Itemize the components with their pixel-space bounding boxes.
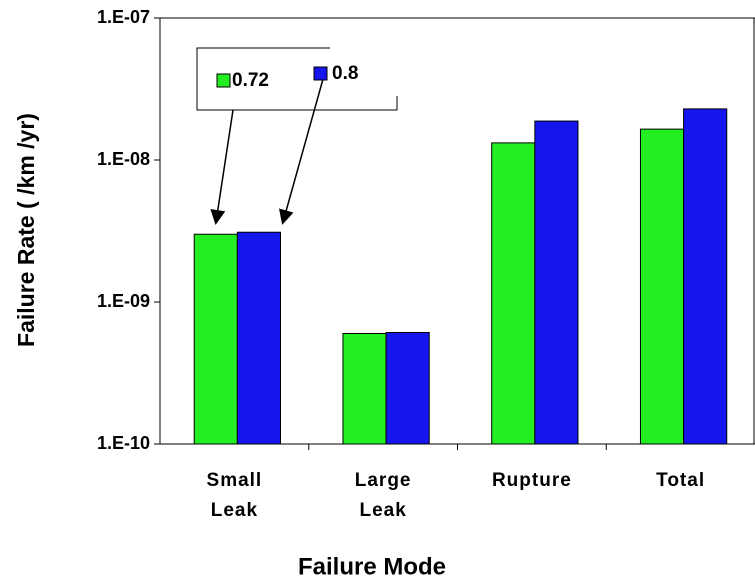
bar: [639, 128, 685, 445]
bar: [683, 108, 728, 445]
x-tick-label: Large Leak: [354, 470, 412, 521]
bar: [491, 142, 536, 445]
bar: [236, 231, 281, 445]
x-tick-label: Rupture: [491, 470, 572, 491]
legend-label: 0.8: [332, 63, 358, 84]
x-tick-label: Small Leak: [206, 470, 263, 521]
bar: [193, 233, 238, 445]
x-axis-label: Failure Mode: [298, 553, 446, 580]
arrow: [279, 71, 326, 225]
legend-swatch: [216, 73, 231, 88]
legend-box: [196, 47, 398, 111]
legend-label: 0.72: [232, 70, 269, 91]
y-tick-label: 1.E-07: [97, 7, 150, 27]
x-tick-label: Total: [656, 470, 706, 491]
y-tick-label: 1.E-08: [97, 149, 150, 169]
bar: [385, 331, 430, 445]
arrow: [210, 109, 234, 225]
y-tick-label: 1.E-09: [97, 291, 150, 311]
legend-swatch: [313, 66, 328, 81]
bar: [342, 333, 387, 445]
y-tick-label: 1.E-10: [97, 433, 150, 453]
bar: [534, 120, 579, 445]
y-axis-label: Failure Rate ( /km /yr): [13, 113, 39, 347]
